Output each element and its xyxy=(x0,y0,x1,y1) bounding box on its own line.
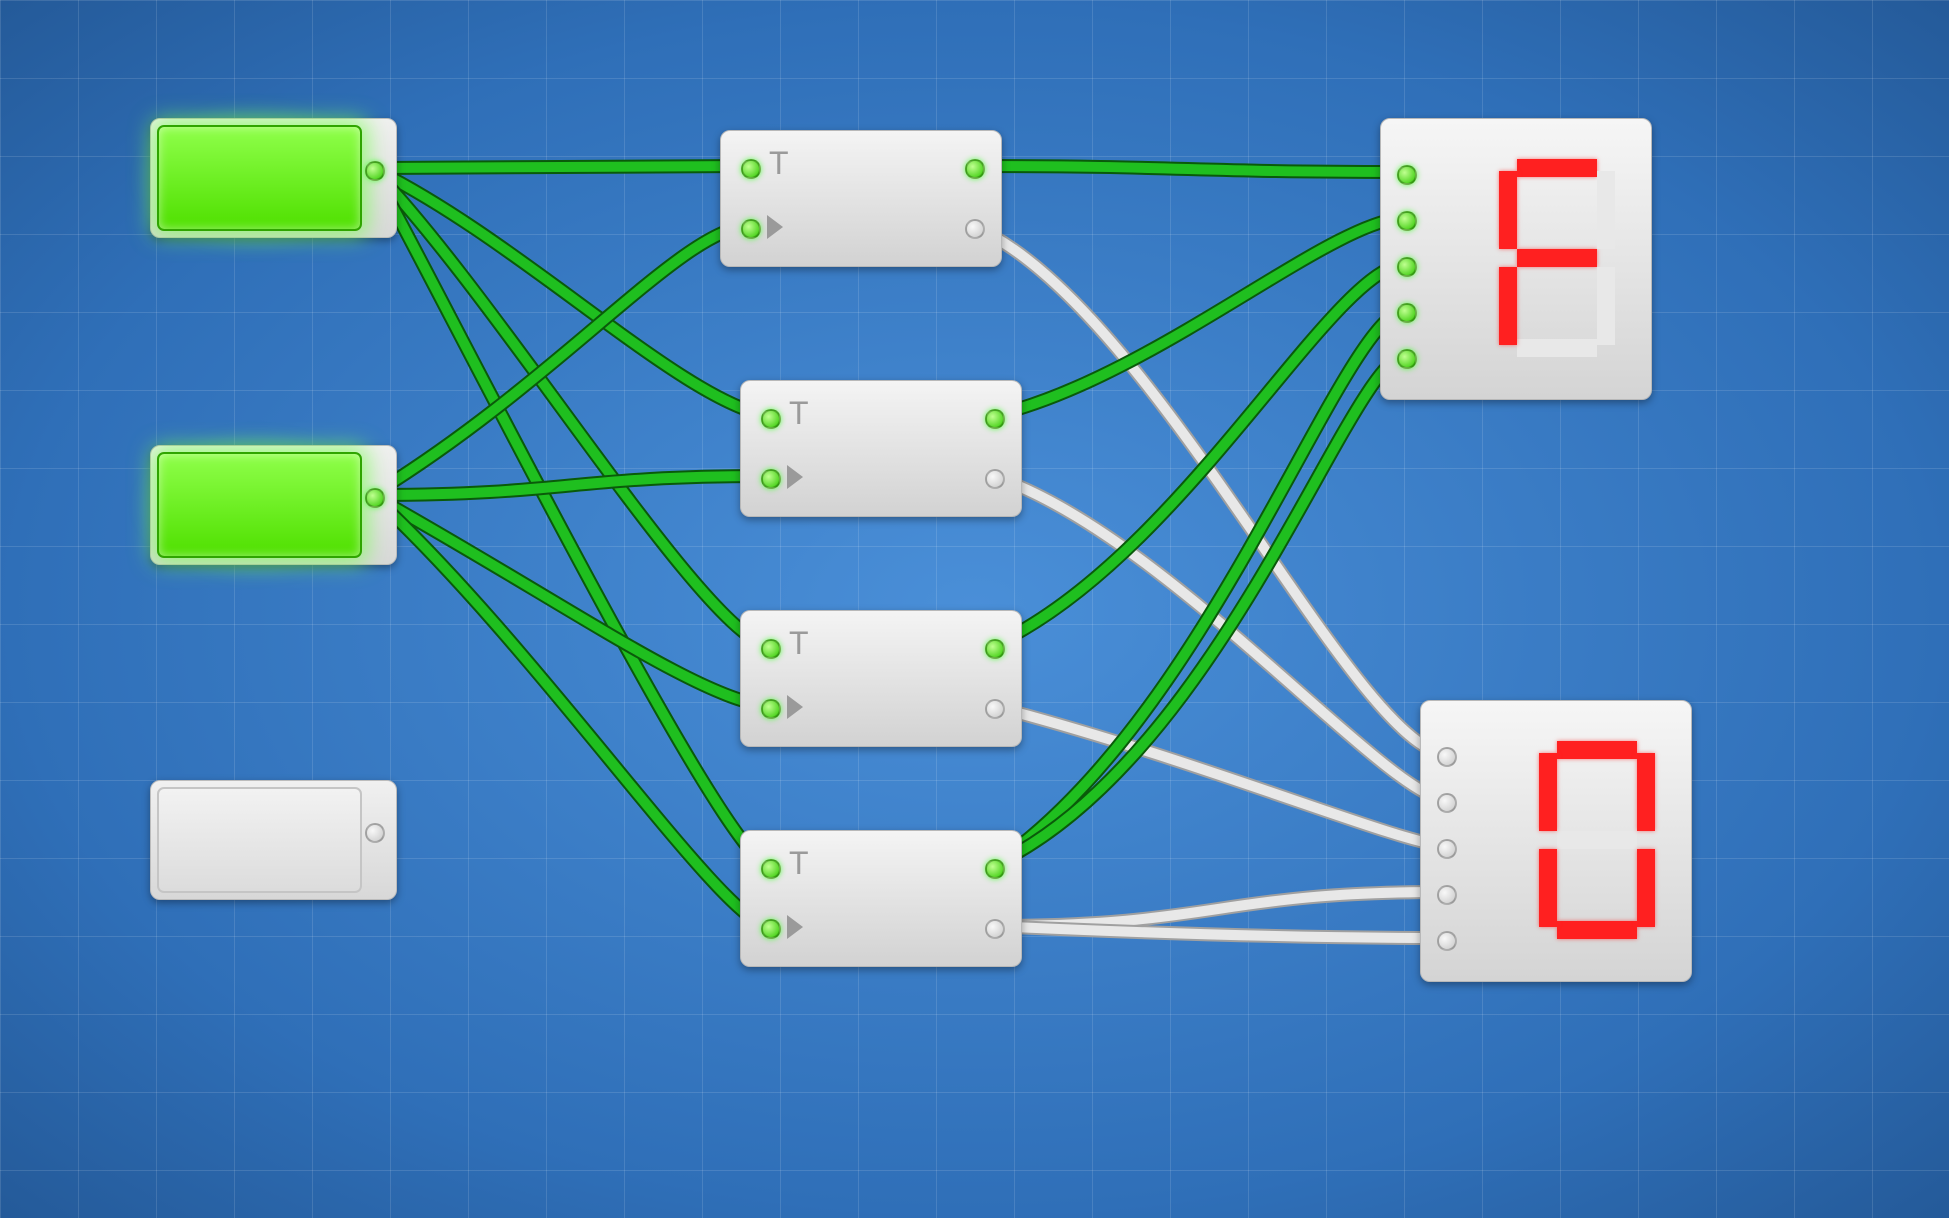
gate1[interactable]: T xyxy=(720,130,1002,267)
clock-arrow-icon xyxy=(787,695,803,719)
display2.in3-port[interactable] xyxy=(1437,885,1457,905)
switch-body[interactable] xyxy=(157,452,362,558)
gate3[interactable]: T xyxy=(740,610,1022,747)
circuit-canvas[interactable]: T T T T xyxy=(0,0,1949,1218)
gate4.out_q-port[interactable] xyxy=(985,859,1005,879)
gate-label: T xyxy=(789,845,809,882)
gate2.in_c-port[interactable] xyxy=(761,469,781,489)
gate3.out_q-port[interactable] xyxy=(985,639,1005,659)
switch3.port-port[interactable] xyxy=(365,823,385,843)
gate2[interactable]: T xyxy=(740,380,1022,517)
clock-arrow-icon xyxy=(767,215,783,239)
gate1.out_nq-port[interactable] xyxy=(965,219,985,239)
segment-d xyxy=(1517,339,1597,357)
display1.in2-port[interactable] xyxy=(1397,257,1417,277)
display2.in2-port[interactable] xyxy=(1437,839,1457,859)
segment-g xyxy=(1517,249,1597,267)
gate4[interactable]: T xyxy=(740,830,1022,967)
gate3.in_c-port[interactable] xyxy=(761,699,781,719)
gate2.out_nq-port[interactable] xyxy=(985,469,1005,489)
seven-segment-display xyxy=(1497,159,1617,359)
segment-b xyxy=(1637,753,1655,831)
switch1[interactable] xyxy=(150,118,397,238)
display1[interactable] xyxy=(1380,118,1652,400)
gate1.in_c-port[interactable] xyxy=(741,219,761,239)
switch-body[interactable] xyxy=(157,787,362,893)
switch-body[interactable] xyxy=(157,125,362,231)
display1.in3-port[interactable] xyxy=(1397,303,1417,323)
clock-arrow-icon xyxy=(787,465,803,489)
segment-g xyxy=(1557,831,1637,849)
segment-a xyxy=(1557,741,1637,759)
switch2.port-port[interactable] xyxy=(365,488,385,508)
display1.in0-port[interactable] xyxy=(1397,165,1417,185)
display2.in0-port[interactable] xyxy=(1437,747,1457,767)
gate2.out_q-port[interactable] xyxy=(985,409,1005,429)
gate4.in_c-port[interactable] xyxy=(761,919,781,939)
gate4.out_nq-port[interactable] xyxy=(985,919,1005,939)
gate3.out_nq-port[interactable] xyxy=(985,699,1005,719)
segment-c xyxy=(1597,267,1615,345)
segment-f xyxy=(1539,753,1557,831)
segment-e xyxy=(1539,849,1557,927)
gate-label: T xyxy=(789,395,809,432)
segment-a xyxy=(1517,159,1597,177)
display2.in1-port[interactable] xyxy=(1437,793,1457,813)
seven-segment-display xyxy=(1537,741,1657,941)
display1.in1-port[interactable] xyxy=(1397,211,1417,231)
gate1.out_q-port[interactable] xyxy=(965,159,985,179)
segment-d xyxy=(1557,921,1637,939)
gate-label: T xyxy=(769,145,789,182)
segment-b xyxy=(1597,171,1615,249)
clock-arrow-icon xyxy=(787,915,803,939)
display2.in4-port[interactable] xyxy=(1437,931,1457,951)
gate3.in_t-port[interactable] xyxy=(761,639,781,659)
gate2.in_t-port[interactable] xyxy=(761,409,781,429)
gate4.in_t-port[interactable] xyxy=(761,859,781,879)
switch1.port-port[interactable] xyxy=(365,161,385,181)
segment-e xyxy=(1499,267,1517,345)
switch3[interactable] xyxy=(150,780,397,900)
segment-f xyxy=(1499,171,1517,249)
gate1.in_t-port[interactable] xyxy=(741,159,761,179)
display1.in4-port[interactable] xyxy=(1397,349,1417,369)
segment-c xyxy=(1637,849,1655,927)
display2[interactable] xyxy=(1420,700,1692,982)
switch2[interactable] xyxy=(150,445,397,565)
gate-label: T xyxy=(789,625,809,662)
